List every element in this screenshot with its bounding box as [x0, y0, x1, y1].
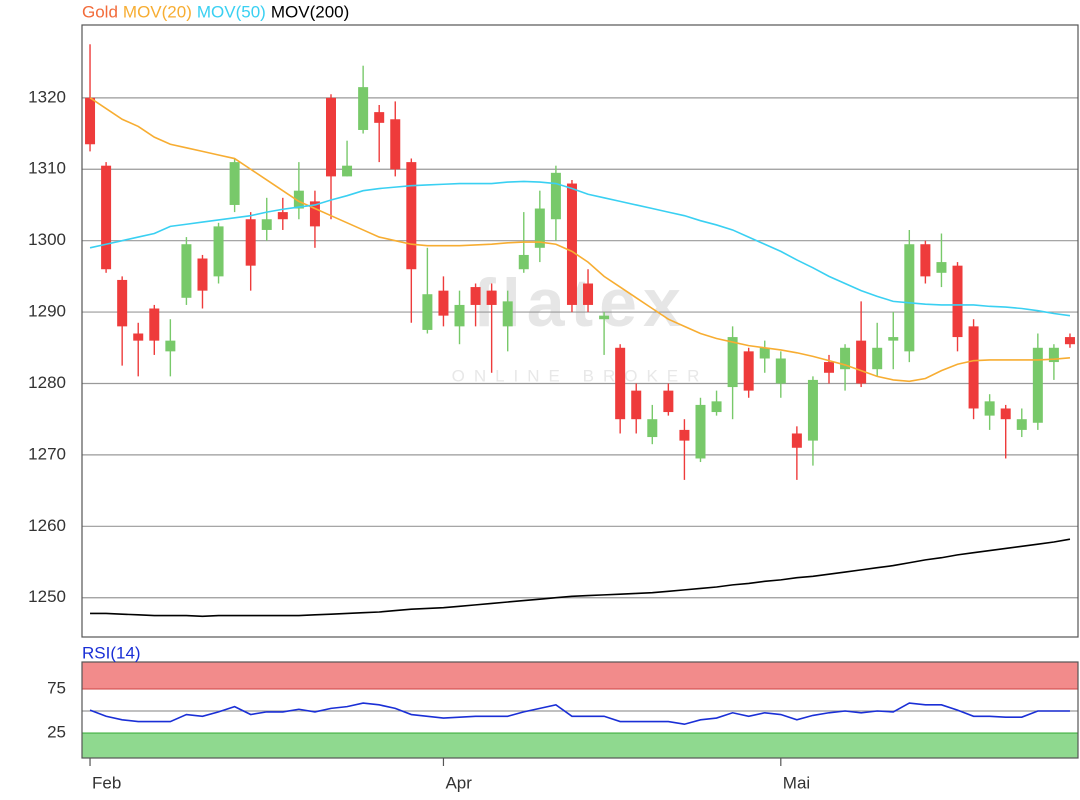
- candle-body: [181, 244, 192, 298]
- candle-body: [550, 172, 561, 220]
- series-line: [89, 702, 1070, 726]
- candle-body: [679, 429, 690, 441]
- y-tick-label: 25: [47, 722, 66, 741]
- y-tick-label: 75: [47, 678, 66, 697]
- candle-body: [342, 165, 353, 177]
- candle-body: [1000, 408, 1011, 420]
- candle-body: [775, 358, 786, 384]
- candle-body: [615, 347, 626, 420]
- candle-body: [663, 390, 674, 413]
- x-tick-label: Mai: [783, 773, 810, 792]
- candle-body: [406, 162, 417, 270]
- candle-body: [968, 326, 979, 409]
- y-tick-label: 1310: [28, 159, 66, 178]
- candle-body: [566, 183, 577, 305]
- plot-frame: [81, 24, 1079, 638]
- candle-body: [743, 351, 754, 391]
- candle-body: [165, 340, 176, 352]
- candle-body: [534, 208, 545, 248]
- legend-entry: MOV(200): [271, 2, 349, 21]
- candle-body: [952, 265, 963, 338]
- candle-body: [920, 244, 931, 277]
- candle-body: [358, 87, 369, 130]
- candle-body: [293, 190, 304, 209]
- x-tick-label: Feb: [92, 773, 121, 792]
- candle-body: [856, 340, 867, 384]
- oversold-zone: [81, 732, 1079, 759]
- candle-body: [904, 244, 915, 352]
- series-line: [89, 97, 1071, 383]
- candle-body: [807, 379, 818, 441]
- legend-entry: MOV(50): [197, 2, 266, 21]
- legend-entry: Gold: [82, 2, 118, 21]
- candle-body: [759, 347, 770, 359]
- legend: Gold MOV(20) MOV(50) MOV(200): [82, 2, 349, 21]
- candle-body: [936, 262, 947, 273]
- y-tick-label: 1260: [28, 516, 66, 535]
- candle-body: [1032, 347, 1043, 423]
- y-tick-label: 1320: [28, 87, 66, 106]
- candle-body: [326, 97, 336, 177]
- candle-body: [422, 294, 433, 330]
- candle-body: [791, 433, 802, 448]
- candle-body: [438, 290, 449, 316]
- x-tick-label: Apr: [445, 773, 472, 792]
- candle-body: [631, 390, 642, 420]
- plot-frame: [81, 661, 1079, 759]
- candle-body: [647, 419, 658, 438]
- y-tick-label: 1290: [28, 302, 66, 321]
- y-tick-label: 1280: [28, 373, 66, 392]
- candle-body: [261, 219, 272, 230]
- candle-body: [197, 258, 208, 291]
- candle-body: [840, 347, 851, 370]
- candle-body: [711, 401, 722, 413]
- candle-body: [824, 362, 834, 373]
- candle-body: [374, 112, 385, 123]
- candle-body: [101, 165, 112, 270]
- candle-body: [727, 337, 738, 388]
- panel-title: RSI(14): [82, 643, 141, 662]
- overbought-zone: [81, 661, 1079, 690]
- candle-body: [502, 301, 513, 327]
- candle-body: [117, 279, 128, 327]
- candle-body: [213, 226, 224, 277]
- candle-body: [486, 290, 497, 305]
- candle-body: [518, 254, 529, 270]
- candle-body: [1064, 337, 1075, 345]
- candle-body: [984, 401, 995, 416]
- candle-body: [85, 97, 96, 145]
- candle-body: [133, 333, 144, 341]
- candle-body: [245, 219, 256, 266]
- legend-entry: MOV(20): [123, 2, 192, 21]
- candle-body: [229, 162, 240, 205]
- watermark-tagline: ONLINE BROKER: [452, 366, 709, 385]
- candle-body: [309, 201, 320, 227]
- candle-body: [695, 404, 706, 459]
- y-tick-label: 1270: [28, 444, 66, 463]
- candle-body: [390, 119, 401, 170]
- series-line: [89, 180, 1071, 317]
- candle-body: [277, 212, 288, 220]
- y-tick-label: 1250: [28, 587, 66, 606]
- candle-body: [872, 347, 883, 370]
- series-line: [90, 538, 1071, 618]
- candle-body: [454, 304, 465, 327]
- candle-body: [583, 283, 594, 305]
- candle-body: [1016, 419, 1027, 430]
- y-tick-label: 1300: [28, 230, 66, 249]
- candle-body: [1048, 347, 1059, 363]
- candle-body: [888, 337, 899, 341]
- candle-body: [470, 287, 481, 305]
- candle-body: [149, 308, 160, 341]
- candle-body: [599, 315, 610, 320]
